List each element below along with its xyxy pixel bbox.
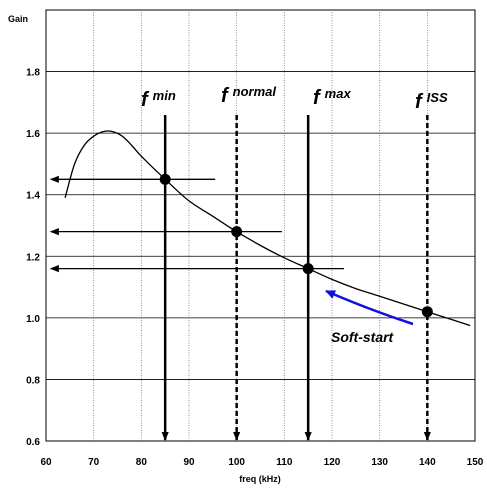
grid [46,10,475,441]
operating-point [421,306,433,318]
y-tick-label: 1.6 [26,129,40,140]
x-tick-label: 90 [183,457,195,468]
x-tick-label: 60 [40,457,52,468]
y-tick-label: 1.0 [26,314,40,325]
plot-area [45,9,476,442]
y-axis-title: Gain [8,14,28,24]
operating-point [231,226,243,238]
y-tick-label: 0.6 [26,437,40,448]
gain-curve [64,130,471,327]
x-tick-label: 140 [419,457,436,468]
x-axis-title: freq (kHz) [239,474,281,484]
x-tick-label: 130 [371,457,388,468]
marker-label-iss: f ISS [415,90,448,113]
soft-start-label: Soft-start [331,329,395,345]
x-tick-label: 120 [324,457,341,468]
x-tick-label: 150 [467,457,484,468]
marker-label-max: f max [313,86,351,109]
soft-start-arrow [325,289,414,326]
marker-label-min: f min [141,88,176,111]
y-tick-label: 1.4 [26,191,40,202]
x-tick-label: 100 [228,457,245,468]
y-tick-label: 1.2 [26,252,40,263]
x-tick-label: 70 [88,457,100,468]
x-tick-label: 110 [276,457,293,468]
y-tick-label: 1.8 [26,68,40,79]
marker-label-normal: f normal [221,84,276,107]
x-tick-label: 80 [136,457,148,468]
operating-point [302,263,314,275]
y-tick-label: 0.8 [26,375,40,386]
operating-point [159,173,171,185]
